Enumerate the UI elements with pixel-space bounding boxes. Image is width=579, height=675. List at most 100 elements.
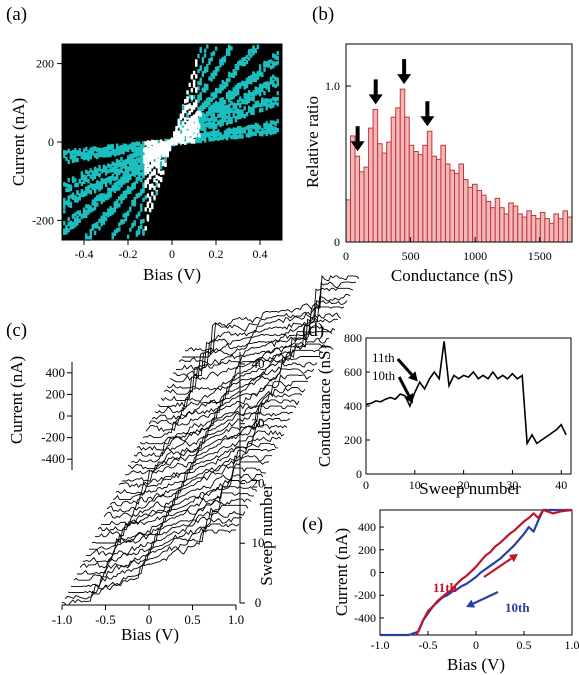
sweep-curve <box>125 399 300 476</box>
histogram-bar <box>453 172 460 243</box>
histogram-bar <box>566 216 573 243</box>
heatmap-core <box>142 110 202 173</box>
z-tick-label: 0 <box>255 595 262 610</box>
y-tick-label: 0 <box>334 235 340 249</box>
histogram-bar <box>363 166 370 243</box>
histogram-bar <box>395 107 401 243</box>
panel-e-axes: -1.0 -0.5 0 0.5 1.0 400 200 0 -200 -400 <box>354 520 579 652</box>
sweep-curve <box>169 306 345 383</box>
histogram-bar <box>404 116 410 243</box>
histogram-bar <box>557 218 564 243</box>
panel-a-heatmap <box>63 44 279 241</box>
x-tick-label: 1000 <box>463 249 487 263</box>
histogram-bar <box>359 171 365 243</box>
y-tick-label: 200 <box>36 57 54 71</box>
sweep-curve <box>122 405 297 482</box>
panel-b-frame <box>345 43 573 243</box>
x-tick-label: 0.5 <box>517 638 532 652</box>
histogram-bar <box>476 190 483 243</box>
histogram-bar <box>512 205 519 243</box>
panel-c-xlabel: Bias (V) <box>121 625 179 644</box>
x-tick-label: 10 <box>409 478 421 492</box>
panel-d-label: (d) <box>302 320 324 341</box>
sweep-curve <box>178 287 354 365</box>
panel-a-xlabel: Bias (V) <box>143 265 201 284</box>
histogram-bar <box>463 179 469 243</box>
panel-a-axes: -0.4 -0.2 0 0.2 0.4 -200 0 200 <box>32 43 283 261</box>
peak-arrow <box>350 126 365 152</box>
panel-d-xlabel: Sweep number <box>419 479 521 498</box>
histogram-bar <box>426 130 433 243</box>
sweep-curve <box>89 473 264 550</box>
panel-e-label: (e) <box>302 514 323 535</box>
x-tick-label: 1.0 <box>565 638 579 652</box>
histogram-bar <box>485 200 492 243</box>
histogram-bar <box>435 158 442 243</box>
y-tick-label: -400 <box>354 611 376 625</box>
panel-b-ylabel: Relative ratio <box>303 96 322 188</box>
histogram-bar <box>553 213 559 243</box>
histogram-bar <box>503 213 510 243</box>
panel-b-peak-arrows <box>350 59 435 152</box>
histogram-bar <box>422 144 428 243</box>
sweep-curve <box>142 361 318 439</box>
histogram-bar <box>444 163 451 243</box>
histogram-bar <box>449 169 455 243</box>
sweep-curve <box>61 529 236 606</box>
y-tick-label: 0 <box>59 408 66 423</box>
y-tick-label: -200 <box>354 588 376 602</box>
histogram-bar <box>517 213 523 243</box>
histogram-bar <box>368 127 374 243</box>
arrow-10th <box>397 376 414 404</box>
panel-a-ylabel: Current (nA) <box>9 98 28 186</box>
histogram-bar <box>354 155 361 243</box>
sweep-curve <box>67 517 242 594</box>
y-tick-label: 800 <box>344 331 362 345</box>
panel-b-axes: 0 500 1000 1500 0 1.0 <box>325 79 552 263</box>
z-tick-label: 10 <box>252 535 265 550</box>
sweep-curve <box>82 486 258 563</box>
histogram-bar <box>548 222 555 243</box>
x-tick-label: 0 <box>473 638 479 652</box>
panel-e-annotations: 11th 10th <box>433 554 530 615</box>
sweep-curve <box>86 479 261 557</box>
peak-arrow <box>368 79 383 105</box>
sweep-curve <box>160 325 336 402</box>
panel-c-ylabel: Current (nA) <box>7 356 26 444</box>
sweep-curve <box>163 318 338 395</box>
arrow-10th <box>466 591 499 608</box>
x-tick-label: 30 <box>506 478 518 492</box>
histogram-bar <box>345 199 352 243</box>
sweep-curve <box>148 349 324 426</box>
histogram-bar <box>390 116 397 243</box>
y-tick-label: -200 <box>41 430 65 445</box>
x-tick-label: 0 <box>169 247 175 261</box>
histogram-bar <box>521 216 528 243</box>
histogram-bar <box>440 144 446 243</box>
y-tick-label: 600 <box>344 365 362 379</box>
sweep-curve <box>79 492 254 569</box>
y-tick-label: 400 <box>344 399 362 413</box>
y-tick-label: 400 <box>46 365 66 380</box>
histogram-bar <box>472 183 478 243</box>
x-tick-label: -0.2 <box>119 247 138 261</box>
histogram-bar <box>490 207 496 243</box>
panel-c-axes: -1.0 -0.5 0 0.5 1.0 400 200 0 -200 -400 0 10 20 30 40 <box>41 352 265 627</box>
z-tick-label: 40 <box>252 356 265 371</box>
panel-b: (b) 0 500 1000 1500 0 1.0 Conductance (nS) Re… <box>303 4 573 285</box>
series-label-11th: 11th <box>433 580 458 595</box>
panel-c-label: (c) <box>6 320 27 341</box>
conductance-line <box>365 341 567 447</box>
panel-c-zlabel: Sweep number <box>257 484 276 586</box>
x-tick-label: -1.0 <box>52 612 73 627</box>
panel-d-line <box>365 341 567 447</box>
histogram-bar <box>539 211 546 243</box>
series-line-11th <box>415 508 573 636</box>
x-tick-label: -0.4 <box>75 247 94 261</box>
x-tick-label: 0 <box>363 478 369 492</box>
panel-e-ylabel: Current (nA) <box>332 528 351 616</box>
y-tick-label: 200 <box>344 433 362 447</box>
